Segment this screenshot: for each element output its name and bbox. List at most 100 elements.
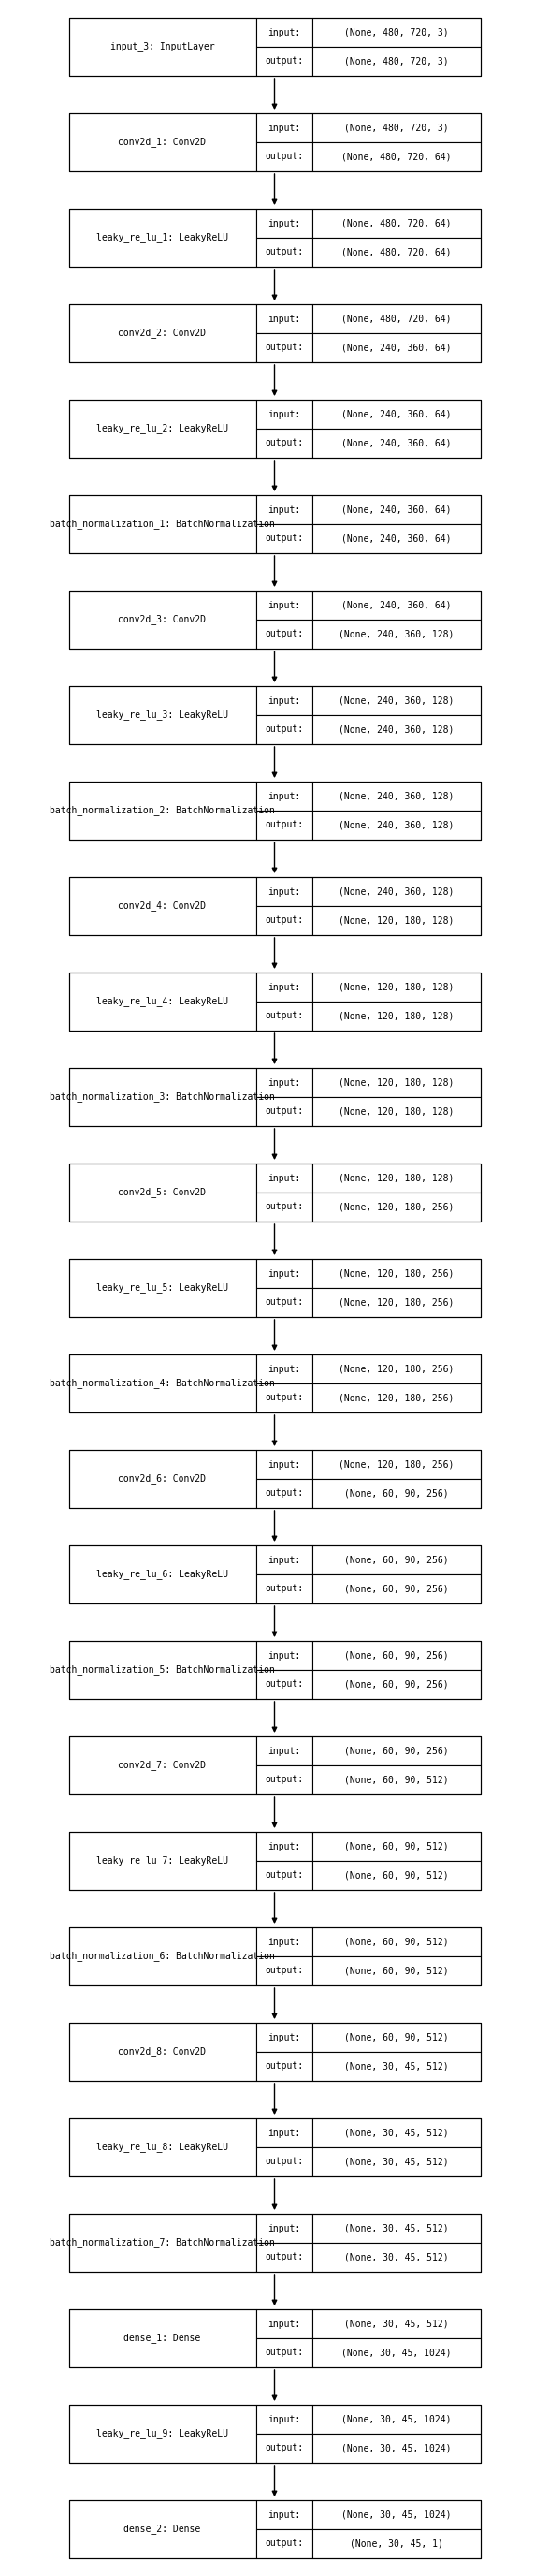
Text: output:: output: [265, 1394, 303, 1404]
Bar [256, 781, 312, 811]
Bar [69, 1069, 256, 1126]
Bar [69, 495, 480, 554]
Bar [256, 1927, 312, 1955]
Text: output:: output: [265, 152, 303, 162]
Text: (None, 120, 180, 128): (None, 120, 180, 128) [338, 917, 454, 925]
Text: (None, 120, 180, 128): (None, 120, 180, 128) [338, 1012, 454, 1020]
Text: (None, 30, 45, 1024): (None, 30, 45, 1024) [341, 2349, 451, 2357]
Bar [312, 1574, 480, 1602]
Text: (None, 60, 90, 512): (None, 60, 90, 512) [344, 1965, 449, 1976]
Bar [312, 495, 480, 523]
Text: output:: output: [265, 917, 303, 925]
Bar [69, 1260, 480, 1316]
Text: (None, 60, 90, 256): (None, 60, 90, 256) [344, 1584, 449, 1595]
Bar [69, 304, 480, 363]
Bar [312, 1955, 480, 1986]
Text: output:: output: [265, 1965, 303, 1976]
Text: (None, 480, 720, 64): (None, 480, 720, 64) [341, 152, 451, 162]
Text: input:: input: [267, 600, 300, 611]
Text: (None, 240, 360, 128): (None, 240, 360, 128) [338, 696, 454, 706]
Bar [312, 1355, 480, 1383]
Text: (None, 30, 45, 512): (None, 30, 45, 512) [344, 2251, 449, 2262]
Bar [256, 523, 312, 554]
Text: conv2d_6: Conv2D: conv2d_6: Conv2D [119, 1473, 206, 1484]
Text: (None, 120, 180, 256): (None, 120, 180, 256) [338, 1461, 454, 1468]
Text: input:: input: [267, 1172, 300, 1182]
Bar [69, 18, 256, 75]
Bar [312, 2053, 480, 2081]
Text: (None, 480, 720, 3): (None, 480, 720, 3) [344, 57, 449, 67]
Bar [312, 907, 480, 935]
Bar [312, 781, 480, 811]
Bar [256, 1736, 312, 1765]
Bar [312, 332, 480, 363]
Text: input:: input: [267, 1937, 300, 1947]
Text: input:: input: [267, 314, 300, 325]
Bar [312, 974, 480, 1002]
Text: (None, 120, 180, 256): (None, 120, 180, 256) [338, 1394, 454, 1404]
Text: batch_normalization_3: BatchNormalization: batch_normalization_3: BatchNormalizatio… [49, 1092, 275, 1103]
Bar [312, 399, 480, 428]
Bar [69, 781, 480, 840]
Bar [256, 2244, 312, 2272]
Bar [312, 1546, 480, 1574]
Text: output:: output: [265, 533, 303, 544]
Text: output:: output: [265, 1870, 303, 1880]
Bar [312, 46, 480, 75]
Bar [256, 1288, 312, 1316]
Text: (None, 120, 180, 128): (None, 120, 180, 128) [338, 981, 454, 992]
Bar [256, 2530, 312, 2558]
Text: input:: input: [267, 2032, 300, 2043]
Text: input:: input: [267, 1651, 300, 1659]
Bar [312, 2339, 480, 2367]
Bar [69, 1832, 480, 1891]
Text: (None, 120, 180, 256): (None, 120, 180, 256) [338, 1365, 454, 1373]
Text: input:: input: [267, 2414, 300, 2424]
Bar [256, 113, 312, 142]
Text: input:: input: [267, 1461, 300, 1468]
Text: output:: output: [265, 57, 303, 67]
Text: leaky_re_lu_5: LeakyReLU: leaky_re_lu_5: LeakyReLU [96, 1283, 228, 1293]
Text: (None, 240, 360, 64): (None, 240, 360, 64) [341, 343, 451, 353]
Bar [69, 399, 256, 459]
Bar [256, 2148, 312, 2177]
Text: batch_normalization_4: BatchNormalization: batch_normalization_4: BatchNormalizatio… [49, 1378, 275, 1388]
Bar [69, 781, 256, 840]
Bar [69, 974, 480, 1030]
Text: input:: input: [267, 124, 300, 131]
Bar [69, 1832, 256, 1891]
Text: (None, 120, 180, 256): (None, 120, 180, 256) [338, 1298, 454, 1306]
Bar [69, 399, 480, 459]
Bar [312, 1860, 480, 1891]
Text: (None, 30, 45, 512): (None, 30, 45, 512) [344, 2318, 449, 2329]
Text: conv2d_4: Conv2D: conv2d_4: Conv2D [119, 902, 206, 912]
Text: (None, 30, 45, 1024): (None, 30, 45, 1024) [341, 2445, 451, 2452]
Bar [256, 2213, 312, 2244]
Text: output:: output: [265, 438, 303, 448]
Bar [256, 1097, 312, 1126]
Text: output:: output: [265, 2061, 303, 2071]
Bar [256, 1479, 312, 1507]
Text: (None, 240, 360, 128): (None, 240, 360, 128) [338, 724, 454, 734]
Text: conv2d_1: Conv2D: conv2d_1: Conv2D [119, 137, 206, 147]
Bar [69, 113, 256, 170]
Bar [256, 621, 312, 649]
Bar [69, 2213, 256, 2272]
Bar [256, 974, 312, 1002]
Bar [69, 590, 480, 649]
Text: leaky_re_lu_3: LeakyReLU: leaky_re_lu_3: LeakyReLU [96, 711, 228, 721]
Bar [312, 811, 480, 840]
Bar [256, 1641, 312, 1669]
Bar [69, 1355, 480, 1412]
Text: output:: output: [265, 2540, 303, 2548]
Bar [256, 1193, 312, 1221]
Text: conv2d_3: Conv2D: conv2d_3: Conv2D [119, 616, 206, 626]
Bar [256, 1164, 312, 1193]
Text: leaky_re_lu_1: LeakyReLU: leaky_re_lu_1: LeakyReLU [96, 232, 228, 242]
Bar [256, 2117, 312, 2148]
Text: (None, 480, 720, 64): (None, 480, 720, 64) [341, 247, 451, 258]
Bar [312, 1927, 480, 1955]
Bar [312, 1193, 480, 1221]
Bar [69, 1546, 480, 1602]
Text: input:: input: [267, 886, 300, 896]
